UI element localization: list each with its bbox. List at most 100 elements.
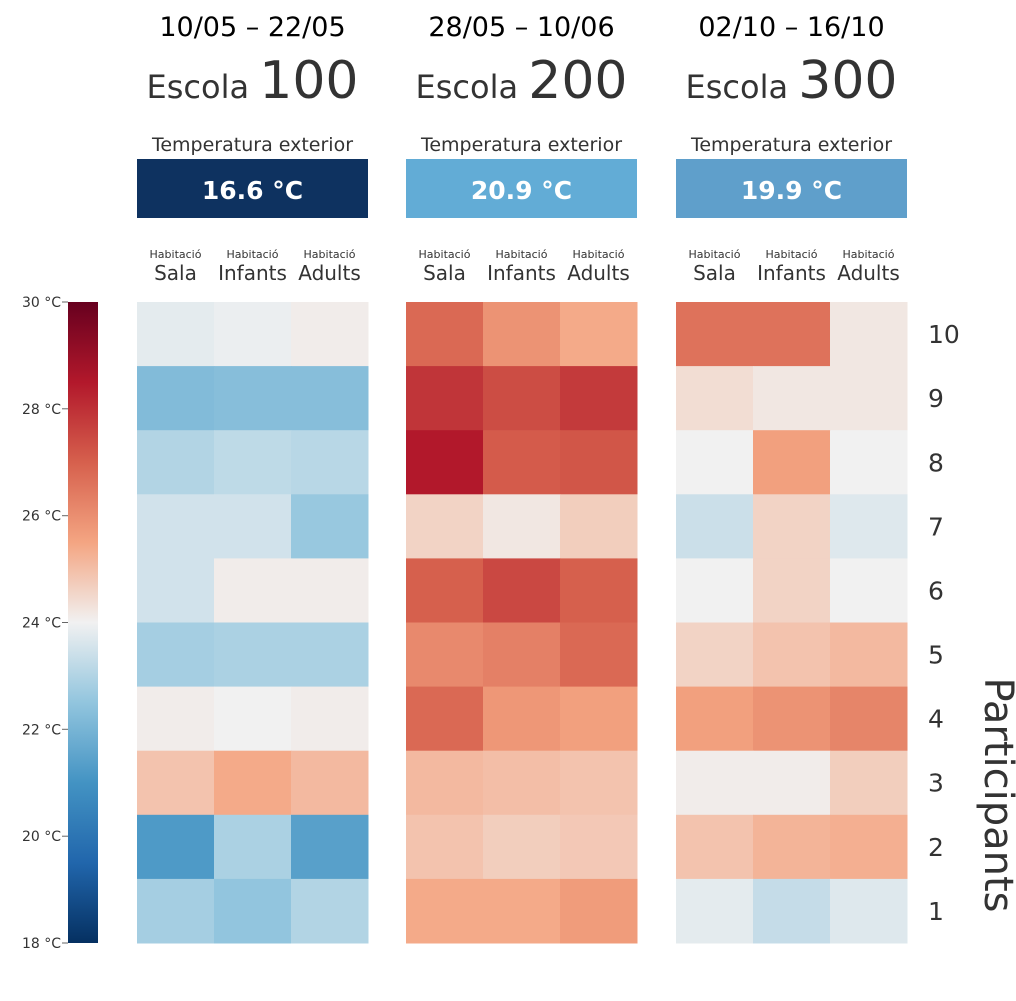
colorbar-tick-label: 24 °C [22,616,61,632]
heatmap-cell [137,430,215,495]
heatmap-cell [560,430,638,495]
colorbar-tick-label: 30 °C [22,295,61,311]
school-title: Escola 100 [147,51,359,111]
school-label: Escola [686,68,789,106]
heatmap-cell [676,878,754,944]
heatmap-cell [483,302,561,367]
heatmap-cell [483,622,561,688]
heatmap-cell [753,494,831,559]
panel-school-200: 28/05 – 10/06 Escola 200 Temperatura exter… [406,12,638,944]
participant-label: 3 [928,769,944,798]
outdoor-temp-box [406,159,637,218]
column-header-top: Habitació [766,248,818,261]
participant-label: 2 [928,833,944,862]
column-header-room: Sala [423,261,466,285]
heatmap-cell [483,814,561,880]
heatmap-cell [406,302,484,367]
heatmap-cell [560,494,638,559]
heatmap-cell [753,878,831,944]
heatmap-cell [406,558,484,623]
heatmap-cell [830,686,908,752]
heatmap-cell [291,750,369,816]
participant-row-labels: 10 9 8 7 6 5 4 3 2 1 [928,320,960,926]
heatmap-cell [137,558,215,623]
heatmap-cell [676,622,754,688]
school-number: 200 [528,51,627,111]
participant-label: 4 [928,705,944,734]
heatmap-cell [406,686,484,752]
heatmap-cell [214,302,292,367]
school-number: 300 [798,51,897,111]
colorbar-tick-label: 18 °C [22,936,61,952]
heatmap-cell [676,302,754,367]
heatmap-cell [137,366,215,431]
heatmap-cell [560,622,638,688]
panel-school-100: 10/05 – 22/05 Escola 100 Temperatura exter… [137,12,369,944]
heatmap-cell [483,750,561,816]
heatmap-cell [291,430,369,495]
heatmap-cell [830,430,908,495]
date-range: 28/05 – 10/06 [428,12,614,43]
panel-school-300: 02/10 – 16/10 Escola 300 Temperatura exter… [676,12,908,944]
heatmap-cell [214,686,292,752]
heatmap-cell [830,814,908,880]
heatmap-cell [137,494,215,559]
column-header-top: Habitació [150,248,202,261]
heatmap-cell [560,750,638,816]
participant-label: 9 [928,384,944,413]
column-header-room: Adults [567,261,630,285]
date-range: 02/10 – 16/10 [698,12,884,43]
column-header-room: Sala [693,261,736,285]
school-title: Escola 200 [416,51,628,111]
participant-label: 5 [928,641,944,670]
heatmap-cell [291,558,369,623]
heatmap-cell [753,302,831,367]
heatmap-cell [291,878,369,944]
heatmap-cell [483,878,561,944]
outdoor-temp-label: Temperatura exterior [690,134,892,156]
column-header-room: Infants [218,261,287,285]
heatmap-cell [560,814,638,880]
heatmap-cell [137,686,215,752]
colorbar-tick-label: 20 °C [22,829,61,845]
heatmap-cell [291,622,369,688]
heatmap-cell [214,366,292,431]
outdoor-temp-value: 16.6 °C [202,176,303,205]
heatmap-cell [214,814,292,880]
heatmap-cell [676,430,754,495]
heatmap-cell [214,430,292,495]
outdoor-temp-label: Temperatura exterior [420,134,622,156]
heatmap-cell [406,494,484,559]
heatmap-cell [214,558,292,623]
heatmap-cell [406,622,484,688]
heatmap-cell [137,302,215,367]
heatmap-cell [830,750,908,816]
heatmap-cell [214,494,292,559]
column-header-top: Habitació [304,248,356,261]
outdoor-temp-label: Temperatura exterior [151,134,353,156]
heatmap-cell [753,622,831,688]
column-header-room: Adults [837,261,900,285]
colorbar-tick-label: 28 °C [22,402,61,418]
heatmap-cell [291,366,369,431]
school-number: 100 [259,51,358,111]
colorbar-gradient [68,302,98,943]
heatmap-cell [830,878,908,944]
column-header-room: Sala [154,261,197,285]
heatmap-cell [214,622,292,688]
heatmap-cell [830,302,908,367]
column-header-top: Habitació [419,248,471,261]
heatmap-cell [830,494,908,559]
heatmap-cell [560,302,638,367]
heatmap-cell [214,750,292,816]
colorbar-tick-label: 26 °C [22,509,61,525]
outdoor-temp-box [676,159,907,218]
heatmap-cell [676,750,754,816]
heatmap-cell [406,366,484,431]
heatmap-cell [753,366,831,431]
heatmap-cell [291,686,369,752]
heatmap-cell [560,366,638,431]
heatmap-cell [676,366,754,431]
heatmap-cell [830,366,908,431]
